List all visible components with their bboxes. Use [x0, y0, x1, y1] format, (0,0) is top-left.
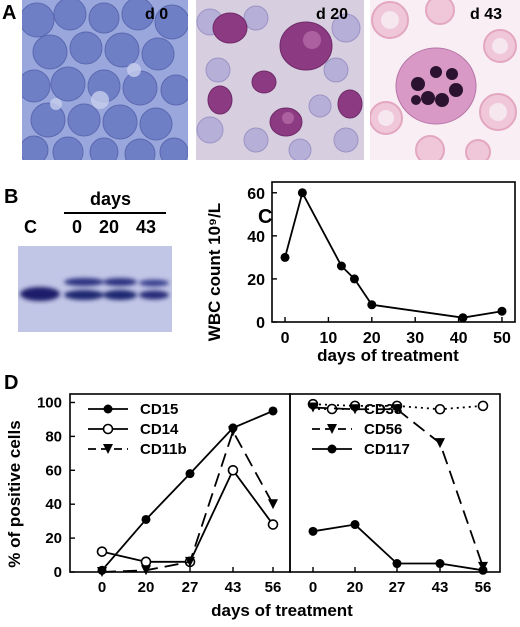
panel-a-label: A	[2, 2, 17, 24]
x-tick-label: 27	[182, 579, 199, 596]
data-point-cd14	[140, 556, 152, 568]
micrograph-day-43	[370, 0, 520, 160]
data-point-cd56	[435, 438, 445, 449]
micrograph-day-label: d 0	[145, 6, 169, 23]
data-point-cd11b	[268, 499, 278, 510]
x-tick-label: 40	[450, 330, 468, 347]
data-point-cd15	[268, 406, 278, 416]
wbc-data-point	[297, 188, 307, 198]
data-point-cd117	[308, 526, 318, 536]
wbc-series-line	[284, 190, 503, 319]
data-point-cd117	[435, 559, 445, 569]
data-point-cd56	[392, 404, 402, 415]
data-point-cd15	[141, 514, 151, 524]
data-point-cd11b	[228, 426, 238, 437]
legend-marker-cd56	[327, 424, 337, 434]
y-axis-label: % of positive cells	[5, 420, 24, 567]
data-point-cd14	[267, 519, 279, 530]
legend-marker-cd15	[103, 404, 113, 414]
legend-label-cd11b: CD11b	[140, 441, 187, 458]
x-tick-label: 56	[475, 579, 492, 596]
x-axis-label: days of treatment	[317, 346, 459, 365]
y-tick-label: 80	[45, 428, 62, 445]
legend-label-cd15: CD15	[140, 401, 178, 418]
data-point-cd33	[477, 400, 489, 412]
data-point-cd56	[308, 402, 318, 413]
panel-c-label: C	[258, 206, 272, 228]
x-tick-label: 10	[320, 330, 338, 347]
data-point-cd11b	[97, 567, 107, 577]
x-tick-label: 0	[281, 330, 290, 347]
micrograph-day-0	[22, 0, 188, 160]
data-point-cd117	[392, 559, 402, 569]
data-point-cd11b	[141, 565, 151, 576]
wbc-data-point	[367, 300, 377, 310]
gel-image	[18, 246, 172, 332]
marker-chart: 0 20 27 43 56 0 20 40 60 80 100 0 20 27 43 56 CD15 CD14 C…	[5, 393, 501, 620]
x-tick-label: 50	[493, 330, 511, 347]
legend-label-cd14: CD14	[140, 421, 179, 438]
legend-label-cd56: CD56	[364, 421, 402, 438]
y-tick-label: 60	[247, 186, 265, 203]
y-tick-label: 20	[247, 272, 265, 289]
micrograph-day-20	[196, 0, 364, 160]
data-point-cd15	[185, 469, 195, 479]
x-tick-label: 56	[265, 579, 282, 596]
gel-lane-label: C	[24, 217, 37, 237]
x-axis-label: days of treatment	[211, 601, 353, 620]
data-point-cd117	[478, 565, 488, 575]
wbc-chart: 0 20 40 60 0 10 20 30 40 50 C WBC count 10⁹/L day…	[205, 181, 516, 365]
gel-days-bracket	[64, 212, 166, 214]
y-tick-label: 60	[45, 462, 62, 479]
legend-label-cd117: CD117	[364, 441, 410, 458]
legend-marker-cd117	[327, 444, 337, 454]
gel-days-header: days	[90, 189, 132, 209]
y-tick-label: 40	[45, 496, 62, 513]
x-tick-label: 0	[309, 579, 317, 596]
data-point-cd11b	[185, 556, 195, 567]
y-tick-label: 20	[45, 530, 62, 547]
data-point-cd117	[350, 520, 360, 530]
gel-lane-label: 43	[136, 217, 157, 237]
y-tick-label: 100	[37, 394, 62, 411]
legend-marker-cd14	[102, 423, 114, 435]
y-tick-label: 0	[256, 315, 265, 332]
micrograph-day-label: d 20	[316, 6, 349, 23]
data-point-cd14	[96, 546, 108, 557]
data-point-cd14	[227, 464, 239, 476]
x-tick-label: 20	[363, 330, 381, 347]
wbc-data-point	[458, 313, 468, 323]
x-tick-label: 30	[406, 330, 424, 347]
gel-lane-label: 20	[99, 217, 120, 237]
x-tick-label: 20	[138, 579, 155, 596]
x-tick-label: 43	[432, 579, 449, 596]
legend-marker-cd11b	[103, 444, 113, 454]
wbc-data-point	[497, 306, 507, 316]
y-tick-label: 40	[247, 229, 265, 246]
plot-frame	[289, 393, 501, 573]
plot-frame	[271, 181, 516, 323]
gel-lane-label: 0	[72, 217, 83, 237]
wbc-data-point	[349, 274, 359, 284]
data-point-cd33	[434, 403, 446, 415]
series-line-cd11b	[101, 429, 274, 573]
data-point-cd56	[350, 404, 360, 415]
wbc-data-point	[336, 261, 346, 271]
micrograph-day-label: d 43	[470, 6, 503, 23]
panel-d-label: D	[4, 372, 19, 394]
panel-a: A d 0 d 20	[0, 0, 520, 162]
series-line-cd14	[101, 468, 274, 563]
wbc-data-point	[280, 252, 290, 262]
x-tick-label: 0	[98, 579, 106, 596]
panel-b-label: B	[4, 186, 19, 208]
x-tick-label: 20	[347, 579, 364, 596]
x-tick-label: 27	[389, 579, 406, 596]
y-tick-label: 0	[54, 564, 62, 581]
y-axis-label: WBC count 10⁹/L	[205, 203, 224, 341]
x-tick-label: 43	[225, 579, 242, 596]
